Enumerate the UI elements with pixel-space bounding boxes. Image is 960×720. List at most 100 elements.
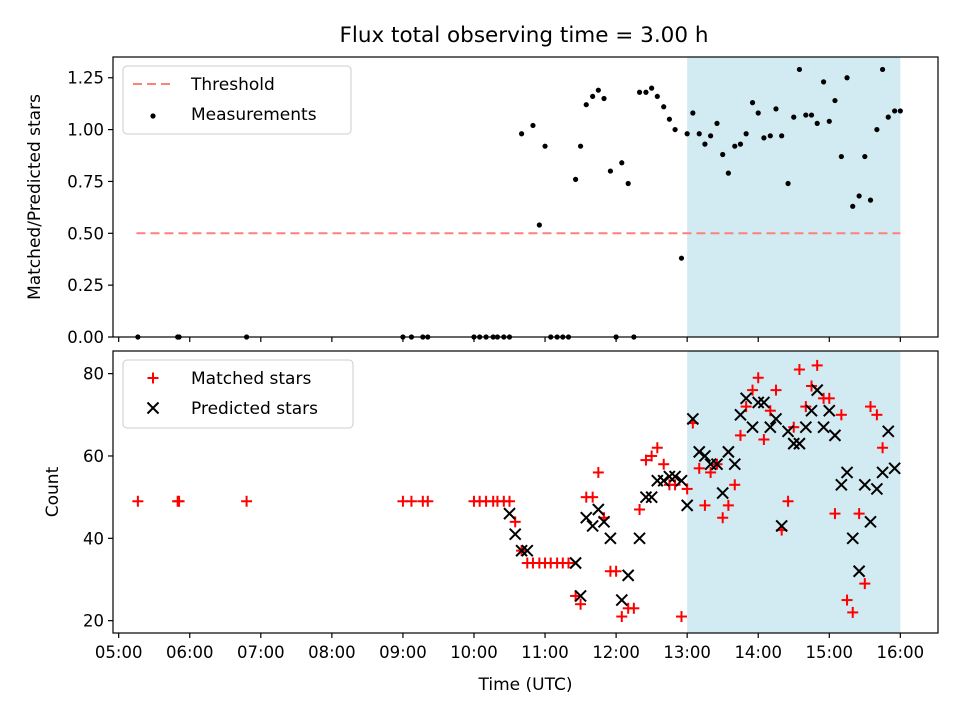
matched-star-marker [132, 495, 144, 507]
marker-stroke [840, 466, 854, 479]
legend-label: Threshold [190, 75, 275, 95]
marker-stroke [645, 490, 658, 504]
matched-star-marker [800, 401, 812, 413]
marker-stroke [574, 589, 587, 603]
marker-stroke [586, 519, 599, 533]
measurement-point [572, 176, 579, 182]
predicted-star-marker [817, 420, 830, 434]
measurement-point [577, 143, 584, 149]
marker-stroke [858, 478, 872, 492]
star-count-panel: 05:00 06:00 07:00 08:00 09:00 10:00 11:00 12:00… [43, 350, 939, 695]
measurement-point [850, 203, 856, 209]
measurement-point [583, 102, 589, 108]
y-tick-label: 1.25 [67, 69, 104, 88]
measurement-point [690, 110, 696, 116]
measurement-point [885, 114, 891, 120]
predicted-star-marker [574, 589, 587, 603]
marker-stroke [775, 519, 788, 533]
matched-star-marker [658, 458, 670, 470]
predicted-star-marker [876, 466, 889, 479]
marker-stroke [615, 593, 628, 607]
predicted-star-marker [823, 404, 836, 417]
matched-star-marker [806, 380, 818, 392]
measurement-point [767, 133, 773, 139]
predicted-star-marker [521, 544, 534, 557]
matched-star-marker [628, 602, 640, 614]
matched-star-marker [422, 495, 434, 507]
measurement-point [542, 143, 548, 149]
measurement-point [761, 135, 767, 141]
predicted-star-marker [734, 408, 747, 422]
axes-frame [112, 350, 939, 634]
matched-star-marker [405, 495, 417, 507]
x-tick-label: 10:00 [450, 643, 498, 662]
measurement-point [743, 131, 749, 137]
predicted-star-marker [592, 503, 605, 516]
matched-star-marker [640, 454, 652, 466]
predicted-star-marker [799, 420, 813, 434]
matched-star-marker [734, 429, 746, 441]
marker-stroke [882, 425, 895, 438]
measurement-point [737, 141, 744, 147]
predicted-star-marker [870, 482, 884, 496]
marker-stroke [810, 383, 824, 397]
matched-star-marker [575, 598, 587, 610]
measurement-point [601, 95, 607, 102]
predicted-star-marker [508, 527, 522, 541]
x-axis-label: Time (UTC) [478, 675, 573, 695]
predicted-star-marker [503, 507, 516, 520]
measurement-point [672, 126, 678, 133]
predicted-star-marker [722, 445, 735, 459]
predicted-star-marker [645, 490, 658, 504]
y-tick-label: 0.50 [67, 224, 104, 243]
observing-window-shade [687, 351, 901, 633]
marker-stroke [657, 474, 670, 487]
axes-frame [112, 56, 939, 338]
measurement-point [862, 153, 868, 160]
matched-star-marker [752, 372, 764, 384]
matched-star-marker [847, 606, 859, 618]
marker-stroke [852, 565, 866, 578]
predicted-star-marker [604, 532, 617, 545]
y-tick-label: 0.00 [67, 328, 104, 347]
predicted-star-marker [752, 396, 765, 409]
predicted-star-marker [716, 486, 729, 500]
matched-star-marker [729, 479, 741, 491]
y-tick-label: 80 [83, 365, 104, 384]
predicted-star-marker [764, 420, 777, 434]
measurement-point [619, 160, 625, 166]
measurement-point [796, 66, 803, 73]
predicted-star-marker [846, 532, 859, 545]
legend-box [122, 359, 354, 429]
y-tick-label: 40 [83, 529, 104, 548]
x-tick-label: 06:00 [166, 643, 214, 662]
marker-stroke [781, 425, 795, 438]
predicted-star-marker [710, 458, 724, 471]
predicted-star-marker [633, 532, 646, 545]
marker-stroke [693, 445, 706, 459]
matched-star-marker [758, 434, 770, 446]
y-tick-label: 20 [83, 612, 104, 631]
marker-stroke [521, 544, 534, 557]
measurement-point [607, 168, 614, 174]
matched-star-marker [610, 565, 622, 577]
predicted-star-marker [639, 490, 653, 504]
predicted-star-marker [810, 383, 824, 397]
predicted-star-marker [840, 466, 854, 479]
marker-stroke [746, 420, 759, 434]
predicted-star-marker [888, 462, 901, 475]
measurement-point [814, 120, 820, 126]
legend-label: Matched stars [191, 369, 311, 389]
predicted-star-marker [569, 556, 582, 570]
predicted-star-marker [793, 437, 806, 450]
predicted-star-marker [739, 392, 753, 405]
marker-stroke [508, 527, 522, 541]
measurement-point [755, 110, 761, 116]
measurement-point [874, 126, 880, 133]
marker-stroke [752, 396, 765, 409]
legend-box [122, 65, 352, 135]
measurement-point [779, 133, 785, 139]
marker-stroke [888, 462, 901, 475]
marker-stroke [864, 515, 877, 529]
measurement-point [732, 143, 738, 149]
